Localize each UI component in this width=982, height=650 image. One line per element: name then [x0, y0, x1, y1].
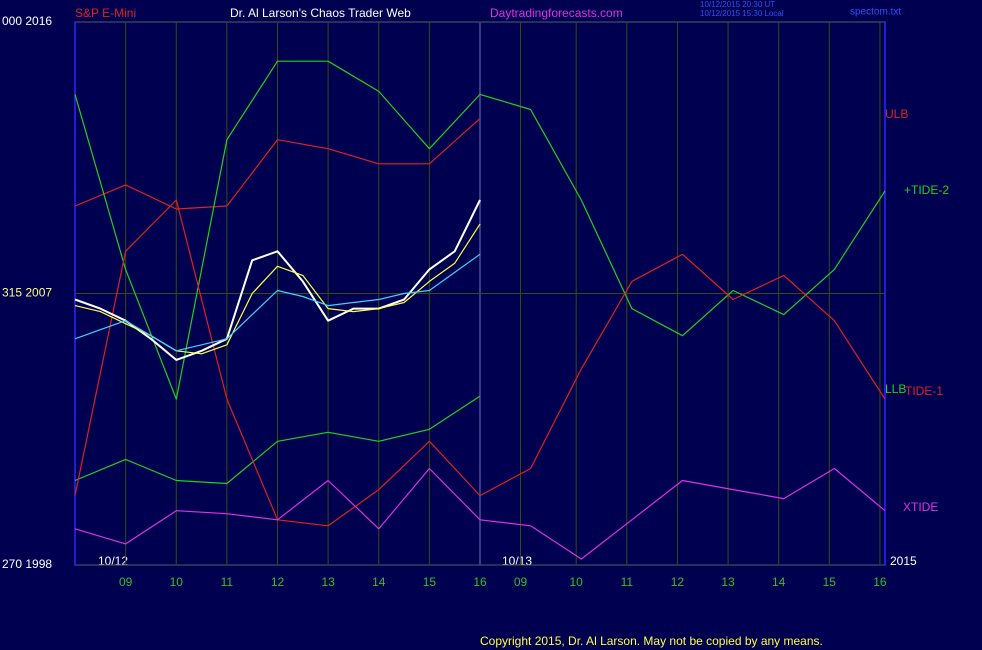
- legend-label: LLB: [885, 382, 906, 396]
- x-tick-label: 15: [423, 575, 437, 589]
- x-tick-label: 12: [671, 575, 685, 589]
- legend-label: ULB: [885, 107, 908, 121]
- timestamp: 10/12/2015 15:30 Local: [700, 9, 784, 18]
- legend-label: +TIDE-2: [904, 183, 949, 197]
- moving-average: [74, 223, 481, 355]
- y-tick-label: 270 1998: [2, 557, 52, 571]
- x-tick-label: 15: [823, 575, 837, 589]
- x-tick-label: 11: [221, 575, 234, 589]
- legend-label: XTIDE: [903, 500, 938, 514]
- x-tick-label: 10: [570, 575, 584, 589]
- x-tick-label: 13: [321, 575, 335, 589]
- date-label: 10/12: [98, 554, 128, 568]
- y-tick-label: 000 2016: [2, 14, 52, 28]
- x-tick-label: 09: [514, 575, 528, 589]
- y-tick-label: 315 2007: [2, 286, 52, 300]
- series-line: [74, 395, 481, 485]
- instrument: S&P E-Mini: [75, 6, 136, 20]
- moving-average: [74, 253, 481, 352]
- series-line: [74, 60, 886, 400]
- site: Daytradingforecasts.com: [490, 6, 623, 20]
- timestamp: 10/12/2015 20:30 UT: [700, 0, 775, 9]
- series-line: [74, 467, 886, 560]
- series-line: [74, 199, 886, 527]
- x-tick-label: 16: [473, 575, 487, 589]
- x-tick-label: 10: [170, 575, 184, 589]
- x-tick-label: 16: [873, 575, 887, 589]
- x-tick-label: 09: [119, 575, 133, 589]
- year-label: 2015: [890, 554, 917, 568]
- price-line: [74, 199, 481, 361]
- x-tick-label: 12: [271, 575, 285, 589]
- x-tick-label: 11: [621, 575, 634, 589]
- series-line: [74, 118, 481, 210]
- file-name: spectom.txt: [850, 7, 901, 18]
- date-label: 10/13: [502, 554, 532, 568]
- x-tick-label: 13: [721, 575, 735, 589]
- x-tick-label: 14: [772, 575, 786, 589]
- x-tick-label: 14: [372, 575, 386, 589]
- chart-title: Dr. Al Larson's Chaos Trader Web: [230, 6, 411, 20]
- legend-label: TIDE-1: [905, 384, 943, 398]
- copyright: Copyright 2015, Dr. Al Larson. May not b…: [480, 634, 823, 648]
